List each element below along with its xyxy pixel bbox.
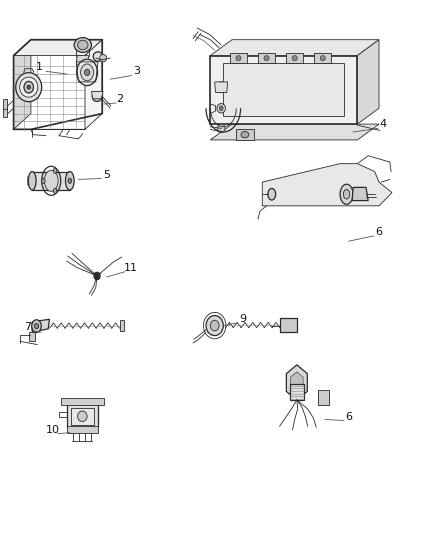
Polygon shape [28, 175, 32, 185]
Text: 1: 1 [36, 62, 43, 72]
Text: 6: 6 [375, 227, 382, 237]
Ellipse shape [16, 72, 42, 102]
Ellipse shape [217, 82, 226, 92]
Ellipse shape [93, 52, 102, 61]
Polygon shape [3, 99, 7, 109]
Polygon shape [120, 320, 124, 331]
Polygon shape [210, 55, 357, 124]
Ellipse shape [264, 55, 269, 61]
Ellipse shape [78, 411, 87, 422]
Ellipse shape [42, 178, 45, 183]
Ellipse shape [92, 92, 102, 101]
Ellipse shape [206, 316, 223, 336]
Ellipse shape [28, 172, 36, 190]
Ellipse shape [219, 106, 223, 111]
Ellipse shape [44, 170, 58, 191]
Polygon shape [67, 403, 98, 427]
Ellipse shape [85, 69, 90, 76]
Polygon shape [318, 391, 329, 405]
Polygon shape [290, 372, 303, 393]
Ellipse shape [53, 168, 57, 173]
Polygon shape [236, 130, 254, 140]
Polygon shape [76, 55, 89, 65]
Polygon shape [258, 53, 275, 63]
Text: 5: 5 [103, 169, 110, 180]
Text: 3: 3 [133, 66, 140, 76]
Polygon shape [215, 82, 228, 92]
Polygon shape [32, 172, 70, 190]
Polygon shape [92, 91, 103, 99]
Polygon shape [32, 319, 49, 333]
Ellipse shape [219, 85, 223, 90]
Ellipse shape [340, 184, 353, 204]
Ellipse shape [27, 85, 31, 90]
Polygon shape [61, 398, 104, 405]
Ellipse shape [32, 320, 41, 333]
Polygon shape [29, 333, 35, 342]
Ellipse shape [100, 54, 106, 62]
Polygon shape [286, 53, 304, 63]
Ellipse shape [81, 64, 94, 81]
Ellipse shape [217, 103, 226, 113]
Ellipse shape [94, 272, 100, 280]
Polygon shape [14, 39, 31, 130]
Polygon shape [357, 39, 379, 124]
Text: 10: 10 [46, 425, 60, 435]
Polygon shape [279, 318, 297, 333]
Polygon shape [286, 365, 307, 400]
Ellipse shape [34, 324, 39, 329]
Polygon shape [230, 53, 247, 63]
Polygon shape [67, 426, 98, 433]
Ellipse shape [68, 178, 71, 183]
Ellipse shape [77, 59, 98, 86]
Polygon shape [210, 39, 379, 55]
Text: 7: 7 [24, 322, 32, 332]
Text: 4: 4 [380, 119, 387, 129]
Polygon shape [352, 188, 368, 200]
Ellipse shape [236, 55, 241, 61]
Ellipse shape [343, 190, 350, 199]
Ellipse shape [320, 55, 325, 61]
Ellipse shape [210, 320, 219, 331]
Ellipse shape [66, 172, 74, 190]
Polygon shape [210, 124, 379, 140]
Text: 2: 2 [116, 94, 123, 104]
Ellipse shape [217, 124, 225, 133]
Ellipse shape [241, 132, 249, 138]
Ellipse shape [78, 40, 88, 50]
Polygon shape [14, 39, 102, 55]
Text: 9: 9 [239, 314, 246, 324]
Text: 6: 6 [345, 412, 352, 422]
Polygon shape [262, 164, 392, 206]
Text: 11: 11 [124, 263, 138, 272]
Polygon shape [14, 39, 102, 130]
Polygon shape [290, 384, 304, 400]
Ellipse shape [292, 55, 297, 61]
Polygon shape [3, 107, 7, 117]
Polygon shape [314, 53, 332, 63]
Ellipse shape [24, 82, 33, 93]
Polygon shape [223, 63, 344, 116]
Ellipse shape [268, 189, 276, 200]
Ellipse shape [53, 188, 57, 193]
Polygon shape [71, 408, 94, 425]
Ellipse shape [20, 77, 38, 97]
Ellipse shape [74, 38, 92, 52]
